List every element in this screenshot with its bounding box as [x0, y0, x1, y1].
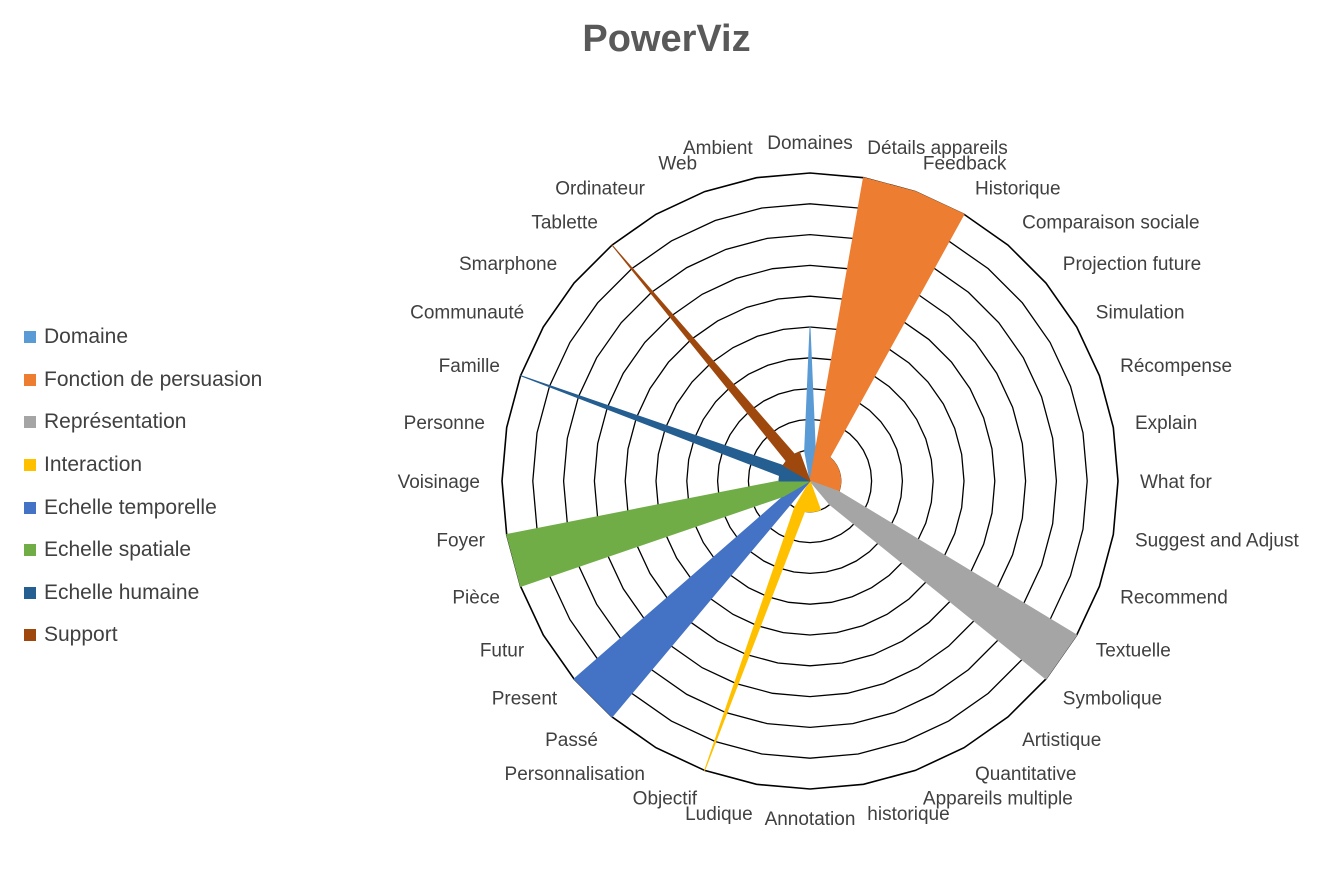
legend-swatch [24, 459, 36, 472]
legend-item: Fonction de persuasion [24, 359, 262, 402]
axis-label: Récompense [1120, 356, 1232, 377]
series-area [809, 177, 965, 493]
legend-label: Echelle spatiale [44, 538, 192, 562]
axis-label: Quantitative [975, 764, 1076, 785]
axis-label: Suggest and Adjust [1135, 531, 1299, 552]
series-area [809, 480, 1078, 680]
axis-label: Pièce [452, 587, 500, 608]
axis-label: Artistique [1022, 730, 1101, 751]
axis-label: Foyer [436, 531, 485, 552]
grid-ring [532, 203, 1088, 759]
axis-label: Tablette [531, 212, 598, 233]
legend-item: Echelle temporelle [24, 486, 262, 529]
radar-grid [501, 172, 1119, 790]
legend-swatch [24, 501, 36, 514]
grid-ring [624, 295, 996, 667]
axis-label: Smarphone [459, 254, 557, 275]
axis-label: Communauté [410, 303, 524, 324]
axis-label: Objectif [633, 789, 698, 810]
axis-label: Futur [480, 641, 525, 662]
series-area [611, 244, 811, 482]
grid-ring [655, 326, 965, 636]
axis-label: Present [492, 689, 558, 710]
axis-label: What for [1140, 472, 1212, 493]
legend-label: Fonction de persuasion [44, 367, 263, 391]
legend-swatch [24, 373, 36, 386]
grid-ring [747, 418, 873, 544]
axis-label: Simulation [1096, 303, 1185, 324]
legend-label: Interaction [44, 453, 143, 477]
axis-label: Personne [404, 413, 485, 434]
legend-item: Echelle spatiale [24, 529, 262, 572]
axis-label: Web [658, 153, 697, 174]
axis-label: Ordinateur [555, 178, 645, 199]
legend-swatch [24, 586, 36, 599]
grid-ring [562, 233, 1058, 729]
legend-swatch [24, 629, 36, 642]
axis-label: historique [867, 804, 949, 825]
legend-label: Echelle temporelle [44, 495, 217, 519]
axis-label: Personnalisation [505, 764, 645, 785]
grid-ring [686, 357, 934, 605]
axis-label: Feedback [923, 153, 1007, 174]
legend-swatch [24, 416, 36, 429]
axis-label: Textuelle [1096, 641, 1171, 662]
radar-series [506, 177, 1078, 771]
legend-item: Domaine [24, 316, 262, 359]
legend-item: Support [24, 614, 262, 657]
grid-ring [501, 172, 1119, 790]
axis-label: Domaines [767, 133, 853, 154]
axis-label: Ludique [685, 804, 753, 825]
legend-label: Représentation [44, 410, 187, 434]
axis-label: Ambient [683, 138, 753, 159]
legend-label: Echelle humaine [44, 580, 200, 604]
legend-label: Domaine [44, 325, 129, 349]
axis-label: Projection future [1063, 254, 1201, 275]
series-area [704, 480, 822, 771]
axis-label: Annotation [765, 809, 856, 830]
chart-legend: Domaine Fonction de persuasion Représentat… [24, 316, 262, 657]
legend-item: Représentation [24, 401, 262, 444]
legend-item: Interaction [24, 444, 262, 487]
grid-ring [716, 387, 904, 575]
legend-item: Echelle humaine [24, 572, 262, 615]
axis-label: Comparaison sociale [1022, 212, 1199, 233]
axis-label: Voisinage [398, 472, 480, 493]
axis-label: Appareils multiple [923, 789, 1073, 810]
axis-label: Passé [545, 730, 598, 751]
axis-label: Symbolique [1063, 689, 1162, 710]
chart-title: PowerViz [582, 18, 751, 60]
grid-ring [593, 264, 1027, 698]
axis-label: Recommend [1120, 587, 1228, 608]
axis-label: Explain [1135, 413, 1197, 434]
legend-label: Support [44, 623, 118, 647]
legend-swatch [24, 544, 36, 557]
axis-label: Historique [975, 178, 1061, 199]
axis-label: Famille [439, 356, 500, 377]
legend-swatch [24, 331, 36, 344]
axis-label: Détails appareils [867, 138, 1007, 159]
